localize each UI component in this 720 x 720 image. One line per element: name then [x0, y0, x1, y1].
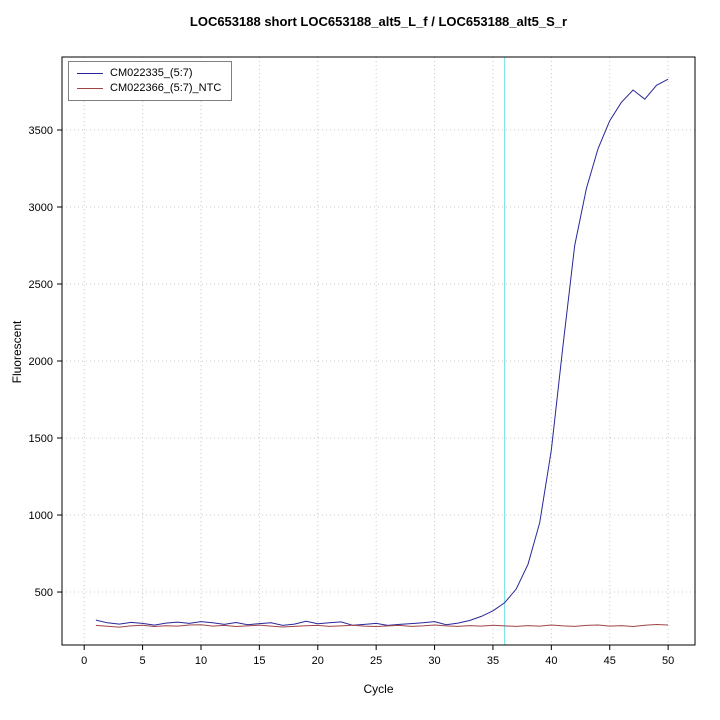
series-line-0	[95, 78, 669, 626]
y-tick-label: 2000	[29, 356, 53, 368]
x-axis-label: Cycle	[363, 682, 394, 696]
y-tick-label: 500	[35, 587, 53, 599]
legend-label: CM022366_(5:7)_NTC	[110, 82, 222, 94]
x-tick-label: 5	[140, 655, 146, 667]
y-tick-label: 3500	[29, 125, 53, 137]
legend-label: CM022335_(5:7)	[110, 67, 193, 79]
series-line-1	[95, 623, 669, 628]
y-tick-label: 3000	[29, 202, 53, 214]
legend-item: CM022366_(5:7)_NTC	[77, 81, 221, 96]
y-tick-label: 1500	[29, 433, 53, 445]
y-tick-label: 2500	[29, 279, 53, 291]
legend-line-sample	[77, 73, 103, 74]
x-tick-label: 25	[370, 655, 382, 667]
x-tick-label: 35	[487, 655, 499, 667]
x-tick-label: 30	[428, 655, 440, 667]
x-tick-label: 0	[81, 655, 87, 667]
x-tick-label: 50	[662, 655, 674, 667]
plot-border	[61, 56, 696, 646]
x-tick-label: 45	[604, 655, 616, 667]
x-tick-label: 40	[545, 655, 557, 667]
x-tick-label: 20	[312, 655, 324, 667]
y-axis-label: Fluorescent	[10, 320, 24, 384]
y-tick-label: 1000	[29, 510, 53, 522]
legend: CM022335_(5:7) CM022366_(5:7)_NTC	[68, 61, 233, 101]
x-tick-label: 10	[195, 655, 207, 667]
legend-item: CM022335_(5:7)	[77, 66, 221, 81]
chart-title: LOC653188 short LOC653188_alt5_L_f / LOC…	[189, 14, 568, 29]
legend-line-sample	[77, 88, 103, 89]
x-tick-label: 15	[253, 655, 265, 667]
